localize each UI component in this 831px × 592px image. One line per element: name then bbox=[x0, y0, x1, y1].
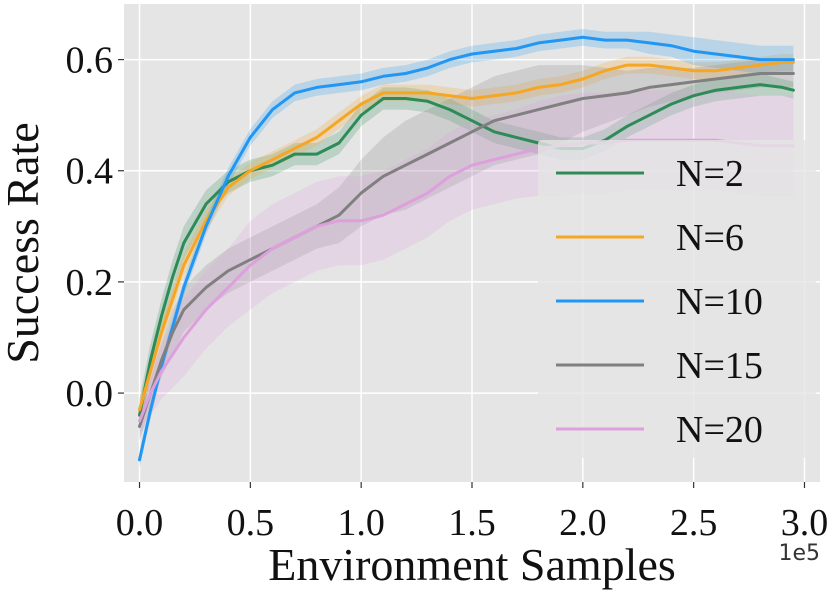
x-tick-label: 3.0 bbox=[781, 502, 829, 544]
legend-label-n-10: N=10 bbox=[676, 281, 763, 323]
legend-label-n-2: N=2 bbox=[676, 153, 744, 195]
y-tick-label: 0.2 bbox=[66, 262, 114, 304]
axis-ticks: 0.0 0.5 1.0 1.5 2.0 2.5 3.0 0.0 0.2 0.4 0.6 bbox=[66, 40, 829, 544]
legend: N=2 N=6 N=10 N=15 N=20 bbox=[538, 140, 816, 458]
legend-label-n-15: N=15 bbox=[676, 345, 763, 387]
legend-box bbox=[538, 140, 816, 458]
x-axis-label: Environment Samples bbox=[268, 539, 676, 590]
x-tick-label: 0.5 bbox=[227, 502, 275, 544]
legend-label-n-6: N=6 bbox=[676, 217, 744, 259]
x-tick-label: 0.0 bbox=[116, 502, 164, 544]
band-n-2 bbox=[139, 73, 794, 432]
x-tick-label: 1.5 bbox=[448, 502, 496, 544]
series-line-n-2 bbox=[138, 83, 795, 417]
series-line-n-15 bbox=[138, 72, 795, 428]
y-tick-label: 0.4 bbox=[66, 151, 114, 193]
series-line-n-10 bbox=[138, 35, 795, 462]
x-tick-label: 1.0 bbox=[337, 502, 385, 544]
y-axis-label: Success Rate bbox=[0, 122, 48, 363]
y-tick-label: 0.0 bbox=[66, 373, 114, 415]
y-tick-label: 0.6 bbox=[66, 40, 114, 82]
x-tick-label: 2.0 bbox=[559, 502, 607, 544]
x-offset-label: 1e5 bbox=[778, 541, 820, 566]
legend-label-n-20: N=20 bbox=[676, 409, 763, 451]
x-tick-label: 2.5 bbox=[670, 502, 718, 544]
